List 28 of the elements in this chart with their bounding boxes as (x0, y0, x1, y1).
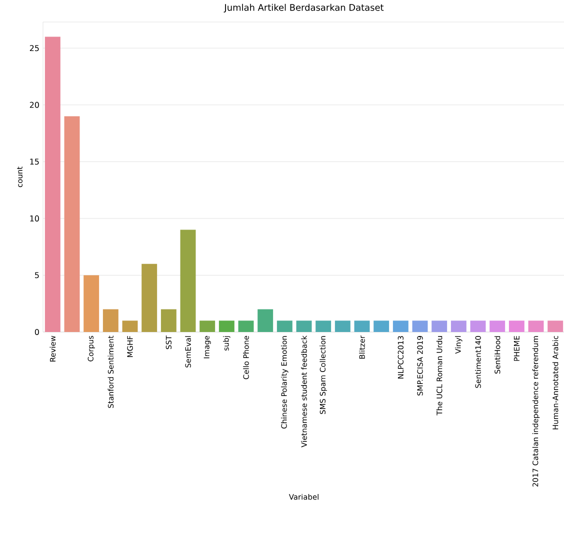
bar (334, 320, 350, 332)
bar (142, 264, 158, 332)
bar (218, 320, 234, 332)
bar (276, 320, 292, 332)
bar (528, 320, 544, 332)
bar (296, 320, 312, 332)
bar (84, 275, 100, 332)
bar (44, 36, 60, 332)
bar (470, 320, 486, 332)
bar (490, 320, 506, 332)
bar (354, 320, 370, 332)
bar (160, 309, 176, 332)
bar (258, 309, 274, 332)
chart-title: Jumlah Artikel Berdasarkan Dataset (224, 4, 384, 12)
bar (374, 320, 390, 332)
bar (64, 116, 80, 332)
bar (122, 320, 138, 332)
bar (180, 230, 196, 332)
bar (432, 320, 448, 332)
bar (450, 320, 466, 332)
bar (508, 320, 524, 332)
bar (200, 320, 216, 332)
bar (102, 309, 118, 332)
bar (392, 320, 408, 332)
bar (412, 320, 428, 332)
bar (316, 320, 332, 332)
bar (548, 320, 564, 332)
bar (238, 320, 254, 332)
